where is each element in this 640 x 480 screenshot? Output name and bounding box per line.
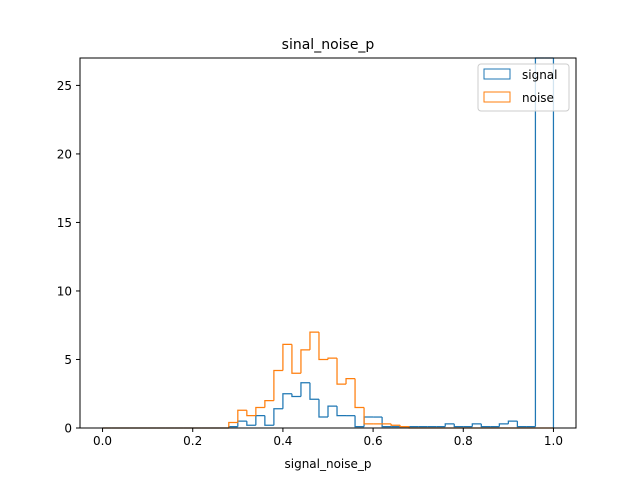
bin-signal	[246, 421, 256, 426]
bin-signal	[300, 382, 310, 397]
bin-noise	[363, 407, 374, 425]
series-layer	[102, 57, 555, 429]
bin-signal	[318, 399, 328, 418]
y-tick-label: 20	[57, 147, 72, 161]
bin-noise	[336, 358, 347, 385]
bin-signal	[264, 415, 274, 426]
bin-signal	[534, 57, 545, 427]
bin-signal	[516, 421, 527, 428]
bin-signal	[237, 420, 247, 427]
x-tick-label: 0.0	[93, 434, 112, 448]
bin-signal	[309, 382, 319, 400]
x-tick-label: 0.6	[364, 434, 383, 448]
bin-signal	[291, 393, 301, 398]
x-tick-label: 0.8	[454, 434, 473, 448]
bin-signal	[471, 423, 482, 427]
bin-noise	[291, 344, 301, 374]
x-axis-label: signal_noise_p	[284, 457, 371, 471]
bin-signal	[498, 423, 509, 427]
legend-swatch-noise	[483, 91, 511, 103]
bin-noise	[237, 409, 247, 423]
y-tick-label: 10	[57, 284, 72, 298]
bin-noise	[327, 357, 338, 360]
y-tick-label: 0	[64, 422, 72, 436]
legend: signal noise	[477, 63, 570, 112]
bin-signal	[336, 406, 347, 417]
bin-signal	[282, 393, 292, 409]
bin-signal	[381, 417, 392, 428]
legend-frame	[477, 63, 570, 112]
bin-noise	[273, 369, 283, 401]
legend-swatch-signal	[483, 68, 511, 80]
y-tick-label: 25	[57, 79, 72, 93]
legend-label-signal: signal	[522, 68, 558, 82]
bin-signal	[363, 416, 374, 427]
x-tick-label: 1.0	[544, 434, 563, 448]
bin-noise	[300, 349, 310, 374]
bin-signal	[444, 423, 455, 427]
bin-noise	[264, 399, 274, 408]
bin-noise	[318, 332, 328, 361]
y-tick-label: 15	[57, 216, 72, 230]
bin-noise	[345, 378, 356, 385]
chart-title: sinal_noise_p	[282, 37, 375, 53]
bin-signal	[480, 423, 491, 428]
legend-label-noise: noise	[522, 91, 554, 105]
bin-signal	[327, 405, 338, 418]
axes-layer: 0.0 0.2 0.4 0.6 0.8 1.0 0 5 10 15 20 25	[57, 57, 577, 448]
bin-noise	[309, 331, 319, 350]
bin-noise	[255, 406, 265, 416]
bin-noise	[228, 421, 238, 428]
bin-signal	[507, 420, 518, 424]
plot-frame	[79, 57, 577, 429]
bin-signal	[273, 408, 283, 426]
y-tick-label: 5	[64, 353, 72, 367]
series-signal	[102, 57, 555, 429]
bin-noise	[354, 378, 365, 409]
x-tick-label: 0.4	[273, 434, 292, 448]
bin-noise	[282, 343, 292, 371]
bin-noise	[399, 425, 410, 428]
bin-signal	[255, 415, 265, 426]
bin-signal	[354, 415, 365, 428]
bin-noise	[390, 423, 401, 426]
bin-signal	[453, 423, 464, 428]
bin-noise	[246, 410, 256, 417]
x-tick-label: 0.2	[183, 434, 202, 448]
